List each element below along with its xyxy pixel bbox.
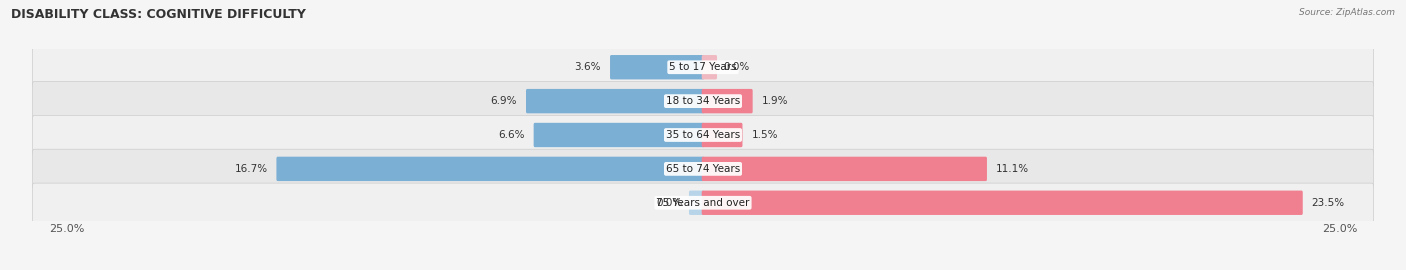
- Text: 65 to 74 Years: 65 to 74 Years: [666, 164, 740, 174]
- FancyBboxPatch shape: [277, 157, 704, 181]
- Text: 6.9%: 6.9%: [491, 96, 517, 106]
- FancyBboxPatch shape: [689, 191, 704, 215]
- Text: 23.5%: 23.5%: [1312, 198, 1344, 208]
- FancyBboxPatch shape: [702, 191, 1303, 215]
- FancyBboxPatch shape: [526, 89, 704, 113]
- Text: 11.1%: 11.1%: [995, 164, 1029, 174]
- Text: 6.6%: 6.6%: [498, 130, 524, 140]
- Text: 16.7%: 16.7%: [235, 164, 267, 174]
- Text: Source: ZipAtlas.com: Source: ZipAtlas.com: [1299, 8, 1395, 17]
- FancyBboxPatch shape: [702, 123, 742, 147]
- FancyBboxPatch shape: [32, 149, 1374, 188]
- Text: 0.0%: 0.0%: [657, 198, 683, 208]
- FancyBboxPatch shape: [534, 123, 704, 147]
- FancyBboxPatch shape: [32, 183, 1374, 222]
- Text: 0.0%: 0.0%: [723, 62, 749, 72]
- Text: 18 to 34 Years: 18 to 34 Years: [666, 96, 740, 106]
- FancyBboxPatch shape: [702, 89, 752, 113]
- FancyBboxPatch shape: [32, 115, 1374, 155]
- FancyBboxPatch shape: [32, 82, 1374, 121]
- Text: 35 to 64 Years: 35 to 64 Years: [666, 130, 740, 140]
- FancyBboxPatch shape: [702, 157, 987, 181]
- Text: 3.6%: 3.6%: [575, 62, 602, 72]
- Text: 1.5%: 1.5%: [751, 130, 778, 140]
- Text: 1.9%: 1.9%: [762, 96, 789, 106]
- Text: DISABILITY CLASS: COGNITIVE DIFFICULTY: DISABILITY CLASS: COGNITIVE DIFFICULTY: [11, 8, 307, 21]
- Text: 5 to 17 Years: 5 to 17 Years: [669, 62, 737, 72]
- FancyBboxPatch shape: [702, 55, 717, 79]
- Text: 75 Years and over: 75 Years and over: [657, 198, 749, 208]
- FancyBboxPatch shape: [32, 48, 1374, 87]
- FancyBboxPatch shape: [610, 55, 704, 79]
